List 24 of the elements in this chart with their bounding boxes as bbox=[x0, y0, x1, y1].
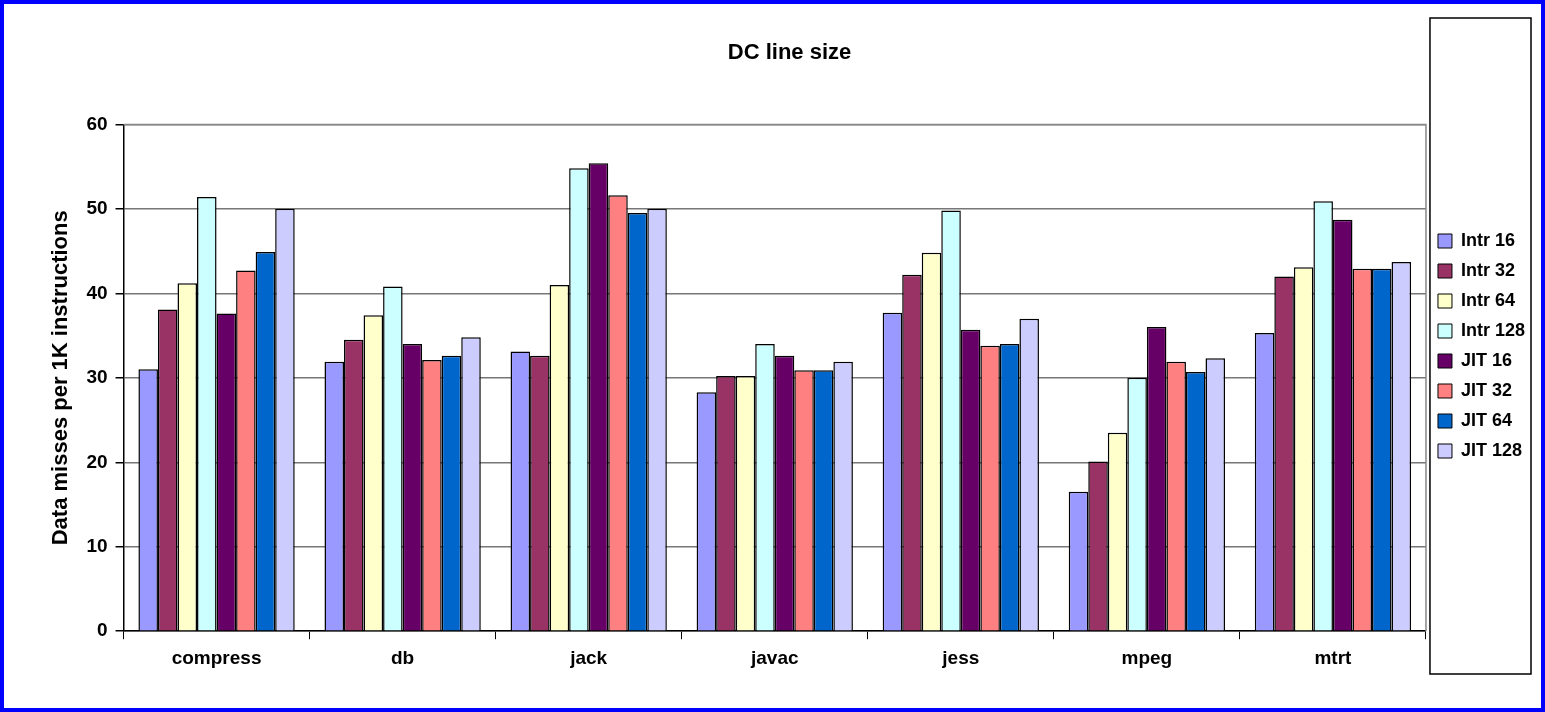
y-tick-label: 40 bbox=[86, 281, 108, 303]
y-tick-label: 50 bbox=[86, 197, 108, 219]
y-axis-title: Data misses per 1K instructions bbox=[47, 210, 73, 546]
chart-title: DC line size bbox=[727, 39, 852, 65]
legend-label: Intr 128 bbox=[1460, 319, 1525, 340]
legend-label: Intr 64 bbox=[1460, 289, 1515, 310]
y-tick-label: 30 bbox=[86, 366, 108, 388]
y-tick-label: 20 bbox=[86, 450, 108, 472]
legend-label: JIT 16 bbox=[1460, 349, 1512, 370]
x-tick-label: compress bbox=[171, 646, 262, 668]
legend-label: JIT 128 bbox=[1460, 439, 1523, 460]
x-tick-label: jess bbox=[941, 646, 980, 668]
y-tick-label: 10 bbox=[86, 534, 108, 556]
x-tick-label: jack bbox=[569, 646, 608, 668]
x-tick-label: javac bbox=[749, 646, 799, 668]
legend-label: Intr 16 bbox=[1460, 229, 1515, 250]
legend-label: Intr 32 bbox=[1460, 259, 1515, 280]
x-tick-label: mtrt bbox=[1314, 646, 1353, 668]
x-tick-label: db bbox=[391, 646, 415, 668]
y-tick-label: 0 bbox=[96, 619, 108, 641]
legend-label: JIT 32 bbox=[1460, 379, 1512, 400]
legend-label: JIT 64 bbox=[1460, 409, 1512, 430]
x-tick-label: mpeg bbox=[1121, 646, 1173, 668]
y-tick-label: 60 bbox=[86, 112, 108, 134]
